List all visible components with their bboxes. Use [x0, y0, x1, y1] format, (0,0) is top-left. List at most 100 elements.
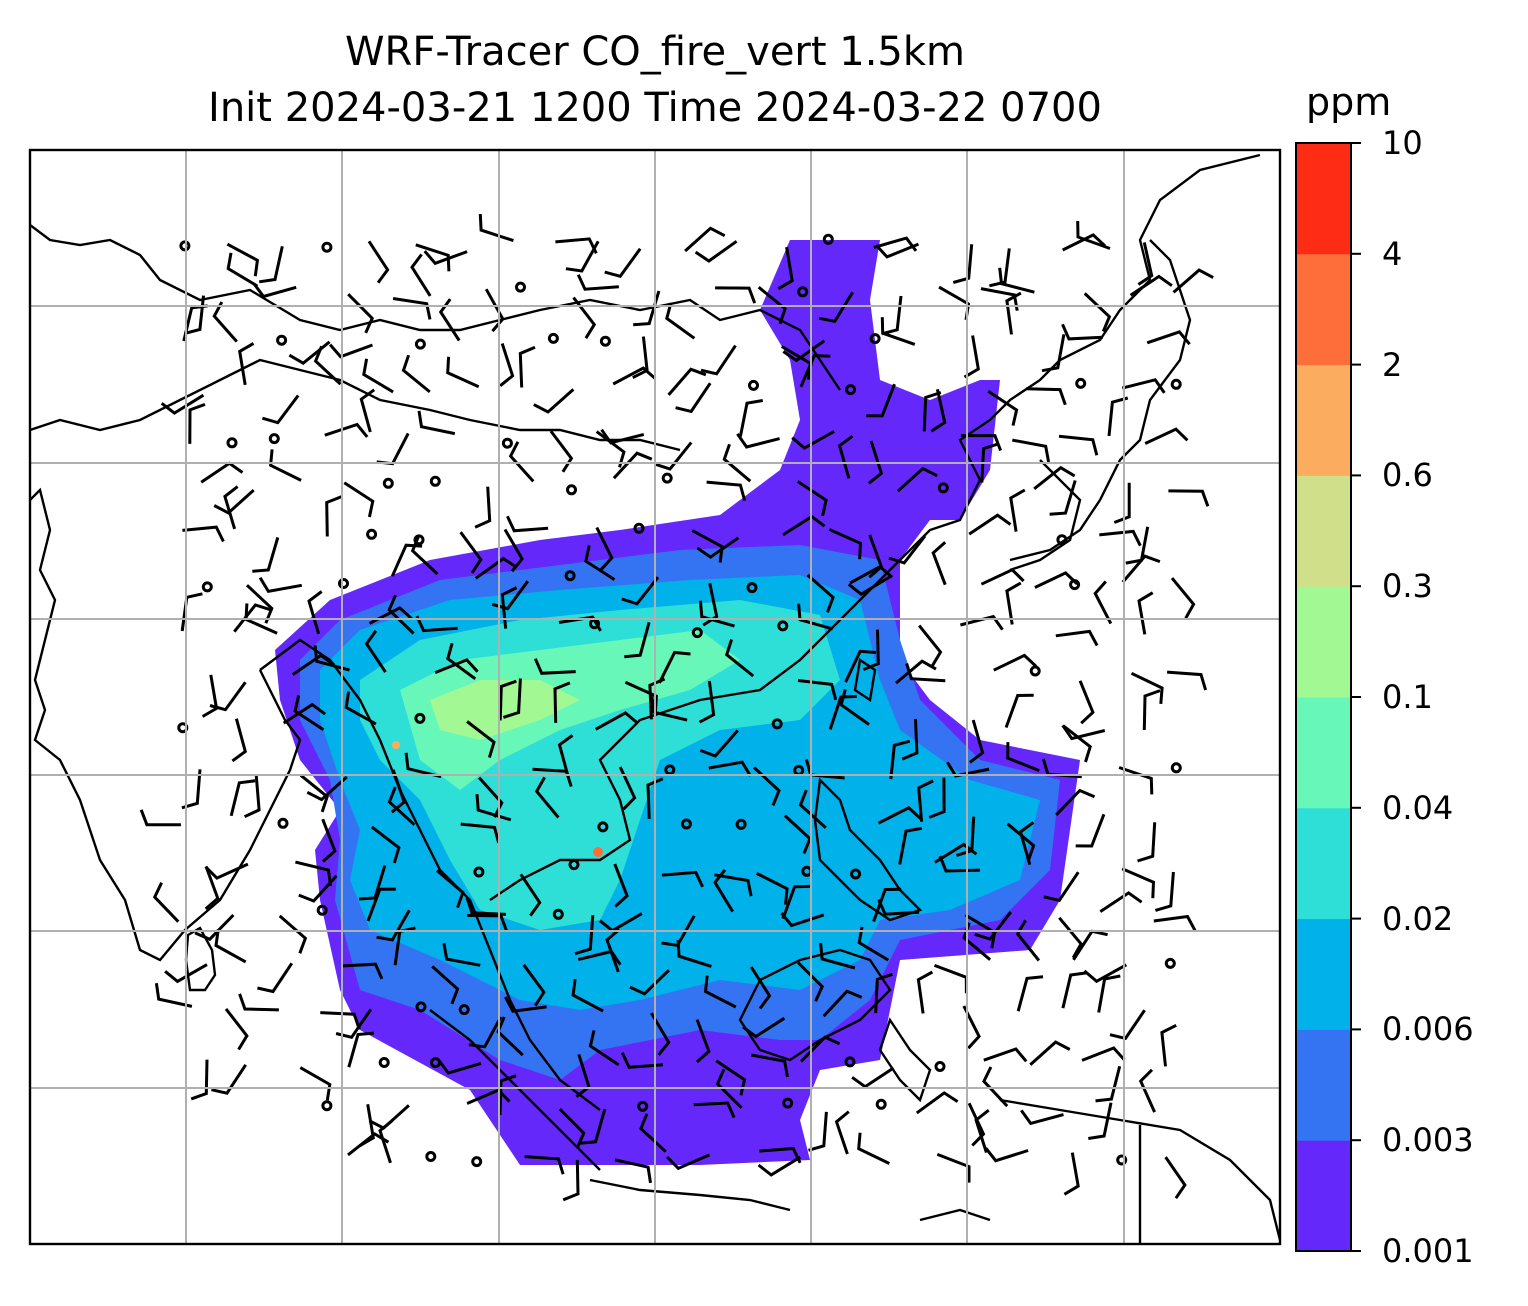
- wind-barb: [491, 580, 530, 611]
- wind-barb: [1055, 629, 1099, 647]
- wind-barb: [1005, 581, 1022, 625]
- wind-barb: [278, 914, 308, 954]
- wind-barb: [519, 873, 542, 917]
- wind-barb: [437, 1059, 482, 1075]
- wind-barb: [341, 962, 384, 980]
- wind-barb: [575, 1053, 591, 1098]
- wind-barb: [895, 659, 937, 685]
- wind-barb: [466, 913, 508, 932]
- wind-barb: [605, 928, 621, 973]
- wind-barb: [695, 1019, 711, 1064]
- wind-barb: [738, 399, 764, 437]
- wind-barb: [139, 809, 181, 827]
- himalaya-border: [30, 358, 681, 452]
- wind-barb: [269, 449, 302, 482]
- calm-wind-circle: [415, 1001, 427, 1013]
- colorbar-tick-label: 0.6: [1382, 456, 1433, 495]
- wind-barb: [676, 940, 712, 968]
- wind-barb: [881, 295, 903, 336]
- colorbar-segment: [1296, 143, 1351, 255]
- indochina: [489, 639, 821, 901]
- wind-barb: [700, 344, 737, 376]
- wind-barb: [359, 388, 376, 433]
- wind-barb: [431, 965, 460, 1005]
- wind-barb: [967, 1102, 986, 1147]
- wind-barb: [204, 865, 220, 911]
- wind-barb: [665, 302, 696, 340]
- wind-barb: [465, 897, 506, 916]
- wind-barb: [261, 394, 300, 425]
- wind-barb: [987, 390, 1019, 426]
- wind-barb: [190, 1059, 209, 1101]
- wind-barb: [438, 298, 461, 342]
- wind-barb: [572, 296, 597, 339]
- calm-wind-circle: [321, 1100, 333, 1112]
- wind-barb: [703, 975, 737, 1009]
- calm-wind-circle: [875, 1098, 887, 1110]
- wind-barb: [1055, 788, 1096, 816]
- gridlines: [30, 150, 1280, 1244]
- wind-barb: [1020, 1109, 1064, 1126]
- calm-wind-circle: [1069, 579, 1081, 591]
- calm-wind-circle: [414, 712, 426, 724]
- wind-barb: [1146, 330, 1191, 346]
- calm-wind-circle: [552, 908, 564, 920]
- calm-wind-circle: [378, 1057, 390, 1068]
- wind-barb: [224, 1007, 249, 1051]
- colorbar-segment: [1296, 1140, 1351, 1252]
- wind-barb: [595, 526, 614, 571]
- wind-barb: [213, 488, 255, 515]
- wind-barb: [968, 513, 1012, 536]
- calm-wind-circle: [338, 578, 349, 589]
- wind-barb: [993, 653, 1038, 672]
- wind-barb: [715, 1059, 747, 1096]
- colorbar-tick-label: 0.001: [1382, 1232, 1474, 1270]
- colorbar-tick-label: 0.3: [1382, 567, 1433, 606]
- wind-barb: [1043, 871, 1080, 903]
- wind-barb: [534, 776, 560, 819]
- wind-barb: [888, 535, 927, 565]
- wind-barb: [691, 529, 724, 563]
- wind-barb: [459, 531, 483, 574]
- wind-barb: [818, 291, 854, 323]
- wind-barb: [347, 1031, 375, 1068]
- calm-wind-circle: [748, 379, 759, 391]
- wind-barb: [343, 481, 375, 518]
- calm-wind-circle: [1170, 762, 1182, 774]
- wind-barb: [306, 775, 348, 802]
- wind-barb: [442, 943, 481, 967]
- calm-wind-circle: [850, 868, 862, 880]
- calm-wind-circle: [268, 433, 280, 445]
- wind-barb: [684, 226, 726, 253]
- wind-barb: [702, 582, 719, 627]
- wind-barb: [819, 942, 856, 970]
- wind-barb: [624, 621, 651, 659]
- wind-barb: [466, 720, 496, 758]
- wind-barb: [518, 345, 536, 388]
- wind-barb: [916, 970, 934, 1014]
- wind-barb: [390, 543, 423, 577]
- calm-wind-circle: [458, 1004, 470, 1016]
- wind-barb: [364, 629, 387, 673]
- wind-barb: [1061, 724, 1106, 741]
- wind-barb: [980, 442, 1000, 483]
- wind-barb: [1137, 822, 1157, 863]
- wind-barb: [834, 1110, 850, 1155]
- wind-barb: [928, 777, 946, 819]
- wind-barb: [646, 777, 664, 819]
- colorbar-frame: [1295, 142, 1352, 1252]
- wind-barb: [742, 1016, 786, 1039]
- colorbar-segment: [1296, 475, 1351, 587]
- wind-barb: [204, 862, 249, 880]
- wind-barb: [1153, 914, 1197, 932]
- calm-wind-circle: [568, 859, 580, 871]
- map-title-line2: Init 2024-03-21 1200 Time 2024-03-22 070…: [208, 85, 1102, 131]
- wind-barb: [798, 789, 827, 829]
- wind-barb: [502, 678, 522, 719]
- wind-barb: [867, 440, 884, 485]
- wind-barb: [666, 1153, 711, 1171]
- calm-wind-circle: [1029, 665, 1041, 677]
- wind-barb: [930, 388, 947, 433]
- wind-barb: [298, 874, 338, 903]
- wind-barb: [1130, 671, 1164, 705]
